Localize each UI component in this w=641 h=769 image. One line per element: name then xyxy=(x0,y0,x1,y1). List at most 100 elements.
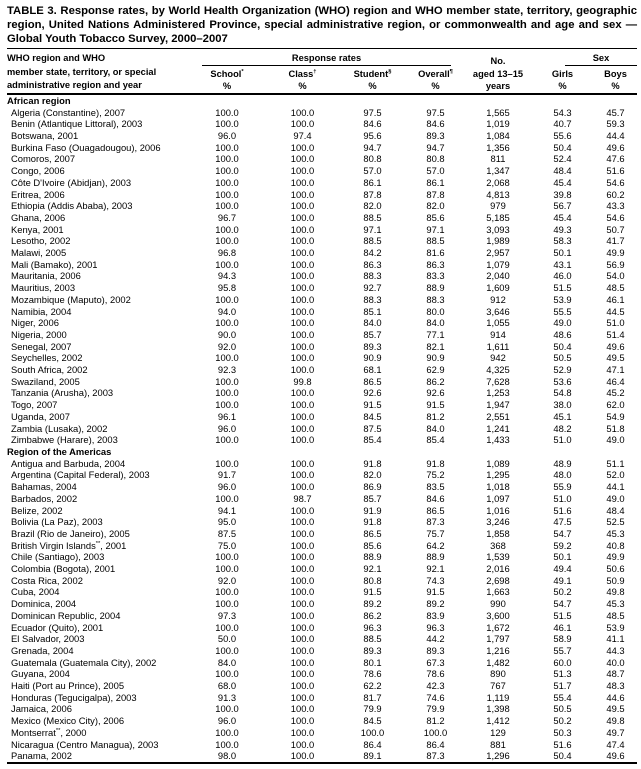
table-row: Mauritania, 2006 94.3 100.0 88.3 83.3 2,040 46… xyxy=(7,270,637,282)
cell-overall: 81.2 xyxy=(426,715,445,727)
table-row: Uganda, 2007 96.1 100.0 84.5 81.2 2,551 45.1 54… xyxy=(7,411,637,423)
section-header-row: Region of the Americas xyxy=(7,446,637,458)
cell-student: 86.2 xyxy=(363,609,382,621)
cell-class: 100.0 xyxy=(290,211,315,223)
cell-girls: 59.2 xyxy=(553,539,572,551)
cell-boys: 40.8 xyxy=(606,539,625,551)
cell-name: Lesotho, 2002 xyxy=(11,235,71,247)
cell-girls: 52.9 xyxy=(553,364,572,376)
cell-student: 89.2 xyxy=(363,598,382,610)
cell-name: Ethiopia (Addis Ababa), 2003 xyxy=(11,200,133,212)
cell-girls: 50.2 xyxy=(553,586,572,598)
cell-girls: 51.6 xyxy=(553,504,572,516)
cell-student: 87.5 xyxy=(363,422,382,434)
table-row: Chile (Santiago), 2003 100.0 100.0 88.9 88.9… xyxy=(7,551,637,563)
cell-boys: 62.0 xyxy=(606,399,625,411)
cell-class: 100.0 xyxy=(290,141,315,153)
cell-name: Niger, 2006 xyxy=(11,317,59,329)
cell-overall: 88.9 xyxy=(426,551,445,563)
cell-class: 100.0 xyxy=(290,469,315,481)
cell-boys: 51.8 xyxy=(606,422,625,434)
cell-no: 1,858 xyxy=(486,527,510,539)
cell-girls: 54.7 xyxy=(553,527,572,539)
cell-school: 100.0 xyxy=(215,387,239,399)
cell-school: 100.0 xyxy=(215,598,239,610)
cell-boys: 45.3 xyxy=(606,527,625,539)
cell-school: 97.3 xyxy=(217,609,237,621)
cell-class: 100.0 xyxy=(290,609,315,621)
cell-class: 100.0 xyxy=(290,258,315,270)
cell-class: 100.0 xyxy=(290,317,315,329)
cell-student: 84.0 xyxy=(363,317,382,329)
cell-no: 1,019 xyxy=(486,118,510,130)
cell-girls: 55.4 xyxy=(553,691,572,703)
cell-school: 100.0 xyxy=(215,457,239,469)
cell-overall: 74.3 xyxy=(426,574,445,586)
cell-class: 100.0 xyxy=(290,247,315,259)
cell-student: 89.1 xyxy=(363,750,382,762)
cell-overall: 75.7 xyxy=(426,527,445,539)
cell-class: 100.0 xyxy=(290,270,315,282)
cell-overall: 97.5 xyxy=(426,106,445,118)
cell-school: 100.0 xyxy=(215,106,239,118)
cell-no: 2,016 xyxy=(486,563,510,575)
cell-name: Benin (Atlantique Littoral), 2003 xyxy=(11,118,143,130)
cell-school: 100.0 xyxy=(215,434,239,446)
cell-class: 100.0 xyxy=(290,586,315,598)
table-row: Swaziland, 2005 100.0 99.8 86.5 86.2 7,628 53.… xyxy=(7,376,637,388)
cell-student: 88.9 xyxy=(363,551,382,563)
cell-student: 62.2 xyxy=(363,680,382,692)
cell-name: Namibia, 2004 xyxy=(11,305,72,317)
cell-girls: 45.4 xyxy=(553,211,572,223)
cell-girls: 56.7 xyxy=(553,200,572,212)
table-body: African region Algeria (Constantine), 200… xyxy=(7,94,637,763)
cell-class: 100.0 xyxy=(290,726,315,738)
cell-student: 86.5 xyxy=(363,375,382,387)
cell-overall: 84.6 xyxy=(426,492,445,504)
table-row: Ghana, 2006 96.7 100.0 88.5 85.6 5,185 45.4 54.… xyxy=(7,212,637,224)
cell-student: 97.5 xyxy=(363,106,382,118)
cell-class: 100.0 xyxy=(290,223,315,235)
table-row: Mauritius, 2003 95.8 100.0 92.7 88.9 1,609 51.… xyxy=(7,282,637,294)
footnote-marker-pilcrow: ¶ xyxy=(449,69,453,76)
cell-student: 79.9 xyxy=(363,703,382,715)
cell-overall: 86.1 xyxy=(426,176,445,188)
cell-school: 96.8 xyxy=(217,247,237,259)
cell-overall: 92.1 xyxy=(426,563,445,575)
cell-student: 88.3 xyxy=(363,293,382,305)
table-row: Bahamas, 2004 96.0 100.0 86.9 83.5 1,018 55.9 4… xyxy=(7,481,637,493)
cell-student: 86.9 xyxy=(363,481,382,493)
cell-student: 90.9 xyxy=(363,352,382,364)
table-row: Guyana, 2004 100.0 100.0 78.6 78.6 890 51.3 48.… xyxy=(7,668,637,680)
cell-school: 96.0 xyxy=(217,422,237,434)
table-row: Grenada, 2004 100.0 100.0 89.3 89.3 1,216 55.7… xyxy=(7,645,637,657)
cell-boys: 45.3 xyxy=(606,598,625,610)
response-rates-table: WHO region and WHO member state, territo… xyxy=(7,48,638,764)
cell-no: 2,957 xyxy=(486,247,510,259)
cell-school: 96.0 xyxy=(217,715,237,727)
cell-boys: 49.5 xyxy=(606,703,625,715)
cell-girls: 47.5 xyxy=(553,516,572,528)
cell-school: 100.0 xyxy=(215,153,239,165)
cell-name: Zimbabwe (Harare), 2003 xyxy=(11,434,118,446)
cell-no: 1,565 xyxy=(486,106,510,118)
cell-girls: 39.8 xyxy=(553,188,572,200)
cell-boys: 46.1 xyxy=(606,293,625,305)
cell-overall: 91.5 xyxy=(426,399,445,411)
table-row: Botswana, 2001 96.0 97.4 95.6 89.3 1,084 55.6 4… xyxy=(7,130,637,142)
cell-overall: 86.5 xyxy=(426,504,445,516)
cell-overall: 85.4 xyxy=(426,434,445,446)
cell-class: 100.0 xyxy=(290,574,315,586)
stub-header-line3: administrative region and year xyxy=(7,80,142,91)
cell-school: 100.0 xyxy=(215,375,239,387)
cell-overall: 96.3 xyxy=(426,621,445,633)
cell-boys: 51.6 xyxy=(606,165,625,177)
cell-no: 1,347 xyxy=(486,165,510,177)
table-row: Colombia (Bogota), 2001 100.0 100.0 92.1 92.… xyxy=(7,563,637,575)
cell-name: Haiti (Port au Prince), 2005 xyxy=(11,680,125,692)
cell-school: 100.0 xyxy=(215,492,239,504)
cell-school: 100.0 xyxy=(215,165,239,177)
cell-no: 1,084 xyxy=(486,130,510,141)
cell-name: Jamaica, 2006 xyxy=(11,703,72,715)
cell-girls: 49.0 xyxy=(553,317,572,329)
